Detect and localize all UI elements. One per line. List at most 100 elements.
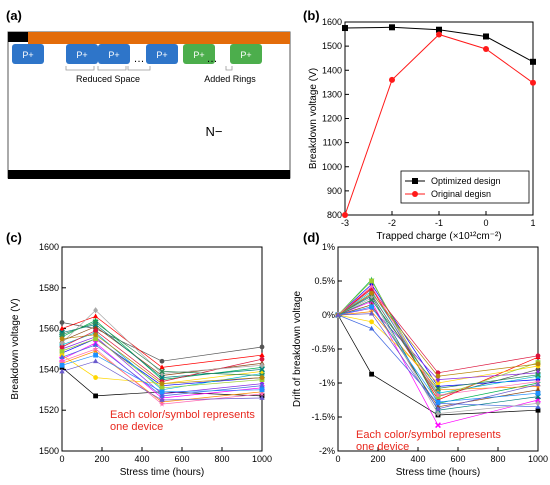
data-point <box>535 367 541 372</box>
y-tick-label: 1% <box>322 242 335 252</box>
x-tick-label: 1000 <box>252 454 272 464</box>
data-point <box>335 312 341 317</box>
data-point <box>259 366 265 373</box>
guard-ring-label-4: P+ <box>156 50 167 60</box>
data-point <box>159 374 165 381</box>
data-point <box>535 400 541 407</box>
data-point <box>259 375 265 380</box>
x-tick-label: 600 <box>450 454 465 464</box>
data-point <box>535 378 541 385</box>
data-point <box>93 352 98 358</box>
x-tick-label: -2 <box>388 218 396 228</box>
y-tick-label: 1500 <box>322 41 342 51</box>
data-point <box>435 392 441 398</box>
data-point <box>93 336 98 342</box>
x-tick-label: 400 <box>410 454 425 464</box>
y-tick-label: 1000 <box>322 162 342 172</box>
series-line-18 <box>61 322 263 376</box>
guard-ring-3 <box>98 44 130 64</box>
contact-block <box>8 32 28 42</box>
x-tick-label: -3 <box>341 218 349 228</box>
series-line-19 <box>337 306 539 403</box>
data-point <box>92 313 99 319</box>
data-point <box>435 376 441 383</box>
data-point <box>530 58 536 65</box>
data-point <box>368 297 375 303</box>
data-point <box>259 356 265 362</box>
reduced-space-bracket <box>65 66 151 71</box>
annotation-note: Each color/symbol represents one device <box>110 409 255 433</box>
data-point <box>368 298 375 305</box>
data-point <box>59 344 65 350</box>
data-point <box>259 344 265 350</box>
x-tick-label: 0 <box>483 218 488 228</box>
data-point <box>259 382 265 388</box>
guard-ring-4 <box>146 44 178 64</box>
data-point <box>259 362 265 369</box>
x-tick-label: 0 <box>59 454 64 464</box>
data-point <box>342 212 348 218</box>
series-line-8 <box>337 314 539 384</box>
legend-marker-2 <box>412 191 418 197</box>
legend-box <box>400 170 530 204</box>
data-point <box>369 304 374 310</box>
data-point <box>535 373 541 379</box>
series-line-5 <box>337 279 539 404</box>
series-line-16 <box>61 309 263 374</box>
guard-ring-5 <box>183 44 215 64</box>
data-point <box>435 383 441 390</box>
data-point <box>159 385 165 391</box>
data-point <box>535 407 541 413</box>
y-tick-label: -0.5% <box>311 344 335 354</box>
data-point <box>369 290 374 296</box>
data-point <box>59 320 65 325</box>
data-point <box>535 361 541 367</box>
data-point <box>259 387 265 393</box>
y-tick-label: 1580 <box>39 283 59 293</box>
data-point <box>159 401 165 407</box>
data-point <box>535 390 541 396</box>
panel-label-a: (a) <box>6 8 22 23</box>
field-plate-metal <box>28 32 290 44</box>
y-tick-label: 1520 <box>39 405 59 415</box>
annotation-line-1: Each color/symbol represents <box>110 409 255 421</box>
data-point <box>59 368 65 374</box>
data-point <box>535 386 541 392</box>
data-point <box>259 352 265 358</box>
panel-label-c: (c) <box>6 230 22 245</box>
data-point <box>59 325 65 331</box>
data-point <box>159 397 165 402</box>
guard-ring-6 <box>230 44 262 64</box>
annotation-line-2: one device <box>356 441 409 453</box>
data-point <box>92 342 99 347</box>
y-tick-label: 1400 <box>322 65 342 75</box>
data-point <box>389 76 395 83</box>
data-point <box>368 283 375 289</box>
data-point <box>93 375 98 380</box>
annotation-line-1: Each color/symbol represents <box>356 429 501 441</box>
data-point <box>93 307 98 314</box>
data-point <box>59 358 65 364</box>
panel-label-b: (b) <box>303 8 320 23</box>
data-point <box>93 332 98 338</box>
series-line-10 <box>61 336 263 395</box>
data-point <box>483 33 489 40</box>
y-tick-label: 1200 <box>322 114 342 124</box>
guard-ring-label-1: P+ <box>22 50 33 60</box>
data-point <box>535 369 541 376</box>
y-tick-label: 1300 <box>322 89 342 99</box>
x-tick-label: 800 <box>214 454 229 464</box>
data-point <box>435 422 441 429</box>
chart-d-drift-vs-stress: 0 200 400 600 800 1000 -2% -1.5% -1% -0.5% 0% 0.5% 1… <box>292 242 548 478</box>
series-line-21 <box>61 360 263 401</box>
x-axis-title: Stress time (hours) <box>120 467 204 478</box>
data-point <box>369 278 374 284</box>
data-point <box>159 381 165 387</box>
x-tick-label: 400 <box>134 454 149 464</box>
series-line-4 <box>337 283 539 387</box>
x-tick-label: 600 <box>174 454 189 464</box>
legend-label-2: Original degisn <box>431 189 491 199</box>
series-line-15 <box>337 314 539 408</box>
data-point <box>59 336 65 342</box>
data-point <box>535 353 541 359</box>
